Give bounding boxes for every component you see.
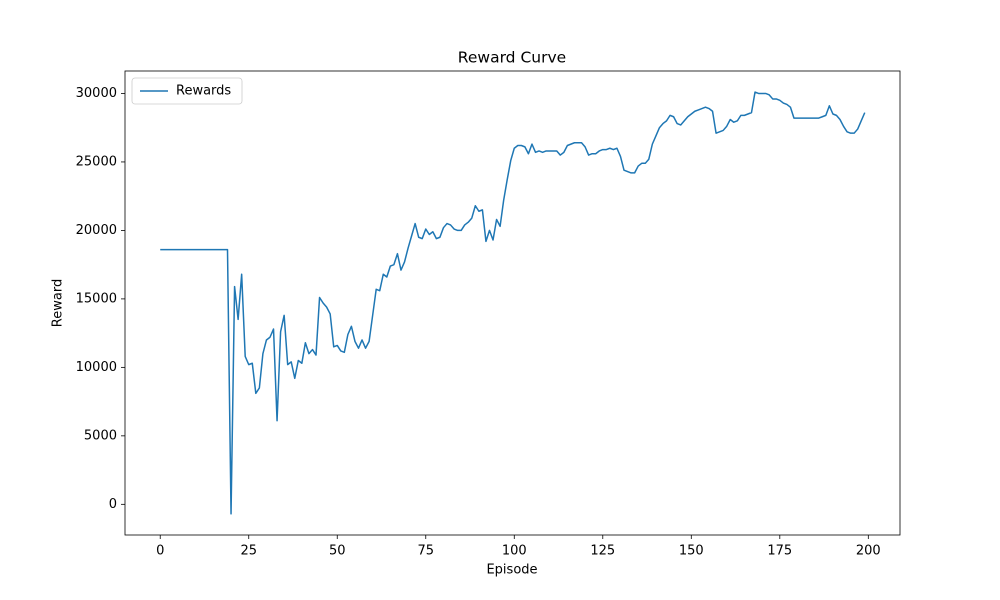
- legend-label: Rewards: [176, 84, 231, 99]
- x-tick-label: 175: [767, 544, 792, 559]
- x-tick-label: 200: [856, 544, 881, 559]
- legend-box: [131, 77, 243, 105]
- x-tick-label: 100: [502, 544, 527, 559]
- x-tick-label: 125: [590, 544, 615, 559]
- y-tick-label: 5000: [84, 428, 117, 443]
- y-tick-label: 20000: [76, 223, 117, 238]
- x-tick-label: 75: [417, 544, 434, 559]
- line-series: [160, 91, 866, 515]
- x-tick-label: 50: [329, 544, 346, 559]
- y-tick-label: 10000: [76, 360, 117, 375]
- x-tick-label: 25: [240, 544, 257, 559]
- y-axis-label: Reward: [51, 279, 66, 327]
- y-tick-label: 15000: [76, 291, 117, 306]
- chart-title: Reward Curve: [458, 49, 566, 67]
- y-tick-label: 0: [109, 497, 117, 512]
- y-tick-label: 25000: [76, 154, 117, 169]
- plot-frame: [124, 70, 901, 536]
- x-tick-label: 0: [156, 544, 164, 559]
- y-tick-label: 30000: [76, 86, 117, 101]
- x-axis-label: Episode: [486, 563, 537, 578]
- x-tick-label: 150: [679, 544, 704, 559]
